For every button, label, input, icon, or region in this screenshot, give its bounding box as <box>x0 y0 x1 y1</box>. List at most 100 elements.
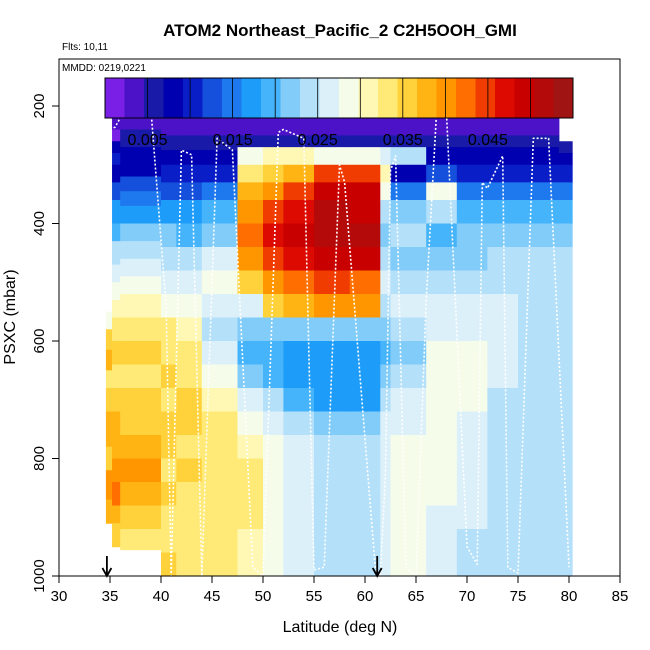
heatmap-cell <box>176 182 203 201</box>
heatmap-cell <box>176 270 203 295</box>
heatmap-cell <box>176 505 203 530</box>
x-tick-label: 55 <box>306 588 323 605</box>
heatmap-cell <box>201 552 239 577</box>
heatmap-cell <box>237 147 264 166</box>
heatmap-cell <box>390 147 427 166</box>
heatmap-cell <box>349 247 381 272</box>
heatmap-cell <box>237 270 264 295</box>
heatmap-cell <box>237 458 264 483</box>
heatmap-cell <box>390 388 427 413</box>
heatmap-cell <box>112 264 121 283</box>
heatmap-cell <box>263 147 284 166</box>
heatmap-cell <box>349 294 381 319</box>
heatmap-cell <box>112 164 121 183</box>
heatmap-cell <box>176 223 203 248</box>
colorbar-swatch <box>534 78 554 118</box>
heatmap-cell <box>558 182 573 201</box>
heatmap-cell <box>237 117 264 136</box>
heatmap-cell <box>283 435 315 460</box>
heatmap-cell <box>426 388 458 413</box>
heatmap-cell <box>456 482 488 507</box>
y-tick-label: 400 <box>31 211 48 236</box>
colorbar-swatch <box>202 78 223 118</box>
heatmap-cell <box>456 388 488 413</box>
heatmap-cell <box>201 117 239 136</box>
heatmap-cell <box>237 200 264 225</box>
heatmap-cell <box>161 435 177 460</box>
colorbar-swatch <box>261 78 281 118</box>
heatmap-cell <box>314 552 351 577</box>
heatmap-cell <box>380 117 392 136</box>
heatmap-cell <box>426 117 458 136</box>
heatmap-cell <box>314 200 351 225</box>
heatmap-cell <box>558 529 573 554</box>
date-note: MMDD: 0219,0221 <box>62 63 146 74</box>
heatmap-cell <box>263 164 284 183</box>
heatmap-cell <box>314 505 351 530</box>
heatmap-cell <box>380 200 392 225</box>
heatmap-cell <box>456 135 488 148</box>
heatmap-cell <box>314 247 351 272</box>
heatmap-cell <box>426 435 458 460</box>
heatmap-cell <box>161 247 177 272</box>
heatmap-cell <box>380 364 392 389</box>
heatmap-cell <box>176 341 203 366</box>
heatmap-cell <box>349 317 381 342</box>
heatmap-cell <box>161 317 177 342</box>
heatmap-cell <box>518 147 560 166</box>
heatmap-cell <box>120 411 162 436</box>
heatmap-cell <box>120 205 162 225</box>
heatmap-cell <box>176 388 203 413</box>
heatmap-cell <box>120 458 162 483</box>
x-tick-label: 85 <box>612 588 629 605</box>
arrow-marker <box>101 556 113 578</box>
heatmap-cell <box>314 182 351 201</box>
arrow-markers <box>101 556 383 578</box>
heatmap-cell <box>314 388 351 413</box>
heatmap-cell <box>390 529 427 554</box>
heatmap-cell <box>390 458 427 483</box>
heatmap-cell <box>349 147 381 166</box>
heatmap-cell <box>380 552 392 577</box>
heatmap-cell <box>237 182 264 201</box>
heatmap-cell <box>349 411 381 436</box>
heatmap-cell <box>426 135 458 148</box>
heatmap-cell <box>487 223 519 248</box>
heatmap-cell <box>518 482 560 507</box>
heatmap-cell <box>426 182 458 201</box>
heatmap-cell <box>201 388 239 413</box>
heatmap-cell <box>426 482 458 507</box>
y-axis: 200 400 600 800 1000 <box>31 93 59 593</box>
heatmap-cell <box>518 552 560 577</box>
heatmap-cell <box>349 164 381 183</box>
heatmap-cell <box>161 552 177 577</box>
heatmap-cells <box>105 88 573 577</box>
heatmap-cell <box>349 223 381 248</box>
heatmap-cell <box>105 411 113 448</box>
heatmap-cell <box>237 529 264 554</box>
heatmap-cell <box>426 505 458 530</box>
colorbar-swatch <box>358 78 379 118</box>
heatmap-cell <box>426 341 458 366</box>
heatmap-cell <box>112 141 121 154</box>
heatmap-cell <box>518 411 560 436</box>
heatmap-cell <box>314 147 351 166</box>
heatmap-cell <box>283 364 315 389</box>
x-axis-title: Latitude (deg N) <box>283 619 398 636</box>
heatmap-cell <box>283 164 315 183</box>
heatmap-cell <box>176 117 203 136</box>
heatmap-cell <box>201 317 239 342</box>
heatmap-cell <box>112 411 121 436</box>
heatmap-cell <box>112 523 121 548</box>
heatmap-cell <box>176 552 203 577</box>
heatmap-cell <box>518 270 560 295</box>
heatmap-cell <box>161 388 177 413</box>
date-note-box <box>60 59 156 75</box>
heatmap-cell <box>283 223 315 248</box>
colorbar-swatch <box>417 78 437 118</box>
colorbar-swatch <box>397 78 418 118</box>
heatmap-cell <box>120 176 162 192</box>
heatmap-cell <box>390 341 427 366</box>
heatmap-cell <box>380 147 392 166</box>
heatmap-cell <box>390 182 427 201</box>
